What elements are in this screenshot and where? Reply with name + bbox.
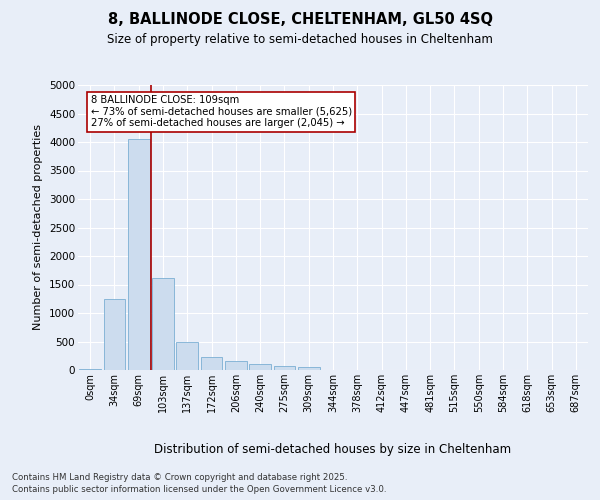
Text: Contains HM Land Registry data © Crown copyright and database right 2025.: Contains HM Land Registry data © Crown c… xyxy=(12,472,347,482)
Bar xyxy=(79,368,101,370)
Text: Contains public sector information licensed under the Open Government Licence v3: Contains public sector information licen… xyxy=(12,485,386,494)
Text: Size of property relative to semi-detached houses in Cheltenham: Size of property relative to semi-detach… xyxy=(107,32,493,46)
Bar xyxy=(152,278,174,370)
Bar xyxy=(274,366,295,370)
Text: 8, BALLINODE CLOSE, CHELTENHAM, GL50 4SQ: 8, BALLINODE CLOSE, CHELTENHAM, GL50 4SQ xyxy=(107,12,493,28)
Bar xyxy=(298,366,320,370)
Bar xyxy=(128,139,149,370)
Bar xyxy=(225,361,247,370)
Bar xyxy=(176,342,198,370)
Bar xyxy=(104,298,125,370)
Y-axis label: Number of semi-detached properties: Number of semi-detached properties xyxy=(34,124,43,330)
Bar xyxy=(200,358,223,370)
Bar xyxy=(249,364,271,370)
Text: 8 BALLINODE CLOSE: 109sqm
← 73% of semi-detached houses are smaller (5,625)
27% : 8 BALLINODE CLOSE: 109sqm ← 73% of semi-… xyxy=(91,96,352,128)
Text: Distribution of semi-detached houses by size in Cheltenham: Distribution of semi-detached houses by … xyxy=(154,442,512,456)
